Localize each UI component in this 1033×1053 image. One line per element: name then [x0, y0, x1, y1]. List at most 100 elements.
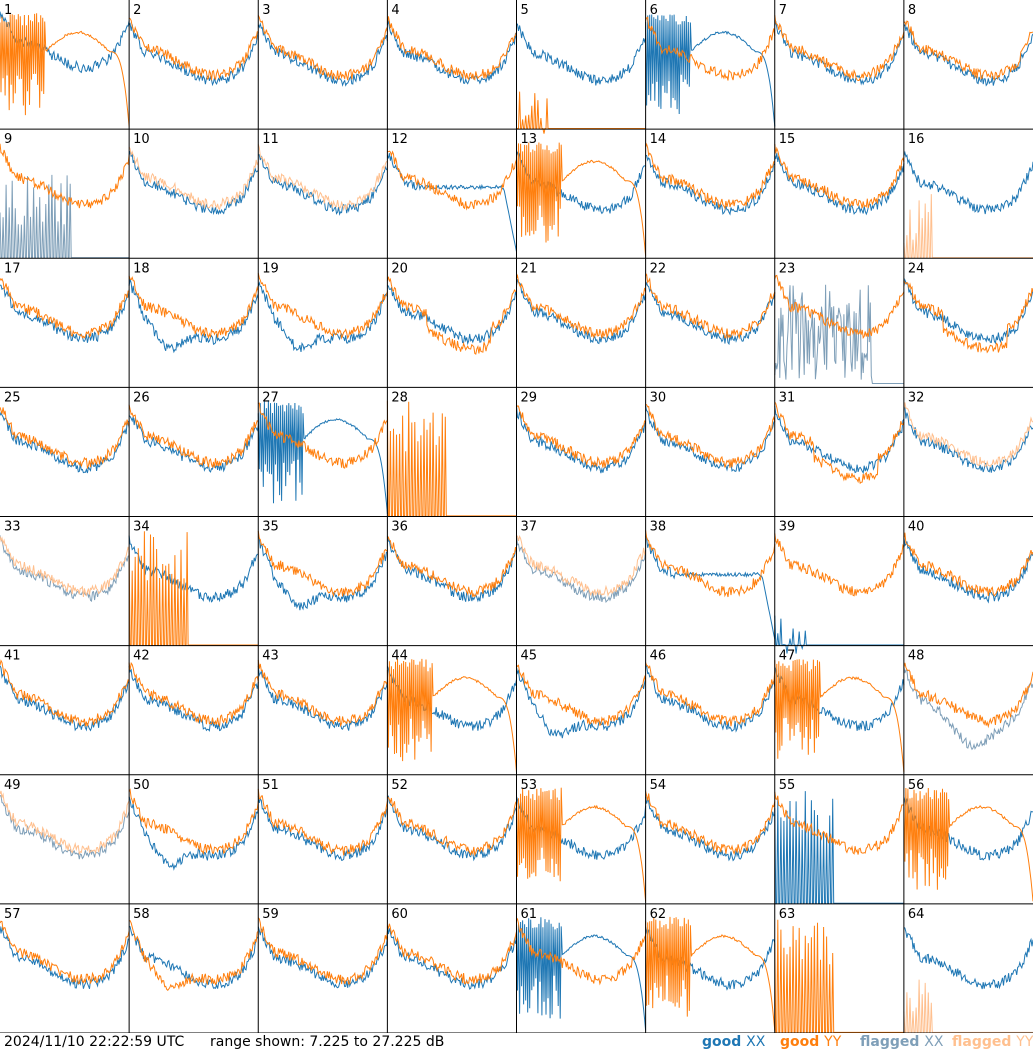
- legend-good-yy-label: good: [780, 1034, 820, 1050]
- series-xx-30: [645, 405, 776, 472]
- panel-37: 37: [516, 520, 647, 603]
- panel-label-11: 11: [262, 132, 279, 147]
- series-xx-7: [774, 21, 905, 86]
- panel-label-48: 48: [908, 649, 925, 664]
- series-yy-25: [0, 407, 130, 470]
- series-yy-30: [645, 404, 776, 468]
- series-yy-29: [516, 405, 646, 468]
- series-yy-53: [516, 787, 647, 902]
- panel-48: 48: [903, 649, 1033, 751]
- series-yy-60: [386, 923, 517, 985]
- panel-58: 58: [129, 907, 259, 992]
- series-xx-12: [386, 153, 517, 252]
- series-xx-57: [0, 926, 130, 989]
- legend-flagged-xx-label: flagged: [860, 1034, 920, 1050]
- panel-label-27: 27: [262, 390, 279, 405]
- series-yy-39: [774, 533, 905, 597]
- panel-label-41: 41: [4, 649, 21, 664]
- panel-label-33: 33: [4, 520, 21, 535]
- panel-label-34: 34: [133, 520, 150, 535]
- panel-30: 30: [645, 390, 776, 472]
- series-yy-17: [0, 277, 130, 339]
- panel-55: 55: [774, 778, 904, 904]
- panel-label-50: 50: [133, 778, 150, 793]
- panel-label-54: 54: [650, 778, 667, 793]
- panel-label-47: 47: [779, 649, 796, 664]
- panel-label-57: 57: [4, 907, 21, 922]
- panel-label-49: 49: [4, 778, 21, 793]
- series-yy-2: [128, 17, 259, 81]
- series-xx-8: [903, 24, 1033, 87]
- panel-label-10: 10: [133, 132, 150, 147]
- series-xx-4: [386, 20, 517, 85]
- panel-label-2: 2: [133, 3, 141, 18]
- panel-45: 45: [516, 649, 647, 739]
- panel-25: 25: [0, 390, 130, 474]
- panel-label-26: 26: [133, 390, 150, 405]
- series-xx-37: [516, 535, 647, 603]
- panel-6: 6: [645, 3, 776, 127]
- panel-35: 35: [257, 520, 388, 611]
- panel-32: 32: [903, 390, 1033, 473]
- panel-label-7: 7: [779, 3, 787, 18]
- series-xx-60: [386, 926, 517, 990]
- panel-label-23: 23: [779, 261, 796, 276]
- panel-label-58: 58: [133, 907, 150, 922]
- series-yy-37: [516, 534, 647, 597]
- panel-12: 12: [386, 132, 517, 252]
- series-xx-2: [128, 22, 259, 87]
- series-yy-59: [257, 917, 388, 985]
- panel-label-30: 30: [650, 390, 667, 405]
- series-yy-64: [903, 979, 1033, 1033]
- series-yy-20: [386, 276, 517, 355]
- panel-56: 56: [903, 778, 1033, 902]
- series-xx-35: [257, 535, 388, 611]
- panel-22: 22: [645, 261, 776, 346]
- series-yy-48: [903, 662, 1033, 729]
- series-yy-27: [258, 402, 388, 469]
- panel-label-46: 46: [650, 649, 667, 664]
- panel-7: 7: [774, 3, 905, 86]
- series-yy-62: [645, 916, 776, 1031]
- series-xx-38: [645, 535, 776, 640]
- series-yy-26: [128, 404, 259, 468]
- series-xx-49: [0, 794, 130, 860]
- range-text: range shown: 7.225 to 27.225 dB: [210, 1034, 445, 1050]
- series-xx-1: [0, 11, 130, 74]
- series-xx-61: [516, 917, 647, 1031]
- panel-label-51: 51: [262, 778, 279, 793]
- panel-label-28: 28: [391, 390, 408, 405]
- panel-21: 21: [516, 261, 647, 345]
- series-yy-54: [645, 791, 776, 856]
- panel-42: 42: [128, 649, 259, 732]
- panel-label-6: 6: [650, 3, 658, 18]
- series-xx-41: [0, 665, 130, 732]
- series-yy-19: [257, 273, 388, 340]
- panel-33: 33: [0, 520, 130, 602]
- series-yy-11: [257, 144, 388, 212]
- footer: 2024/11/10 22:22:59 UTC range shown: 7.2…: [0, 1032, 1033, 1053]
- panel-label-42: 42: [133, 649, 150, 664]
- panel-57: 57: [0, 907, 130, 989]
- series-xx-20: [387, 285, 517, 346]
- series-yy-4: [386, 16, 517, 81]
- series-xx-46: [645, 664, 776, 733]
- series-xx-10: [128, 150, 259, 216]
- panel-20: 20: [386, 261, 517, 355]
- panel-label-25: 25: [4, 390, 21, 405]
- series-xx-9: [0, 174, 130, 259]
- panel-39: 39: [774, 520, 905, 654]
- panel-label-43: 43: [262, 649, 279, 664]
- panel-14: 14: [645, 132, 776, 216]
- series-yy-43: [257, 659, 388, 728]
- panel-60: 60: [386, 907, 517, 990]
- panel-label-37: 37: [521, 520, 538, 535]
- panel-label-56: 56: [908, 778, 925, 793]
- timestamp: 2024/11/10 22:22:59 UTC: [4, 1034, 185, 1050]
- series-yy-16: [903, 194, 1033, 259]
- panel-label-24: 24: [908, 261, 925, 276]
- panel-1: 1: [0, 3, 130, 127]
- series-xx-31: [774, 405, 905, 475]
- panel-label-61: 61: [521, 907, 538, 922]
- series-xx-33: [0, 535, 130, 602]
